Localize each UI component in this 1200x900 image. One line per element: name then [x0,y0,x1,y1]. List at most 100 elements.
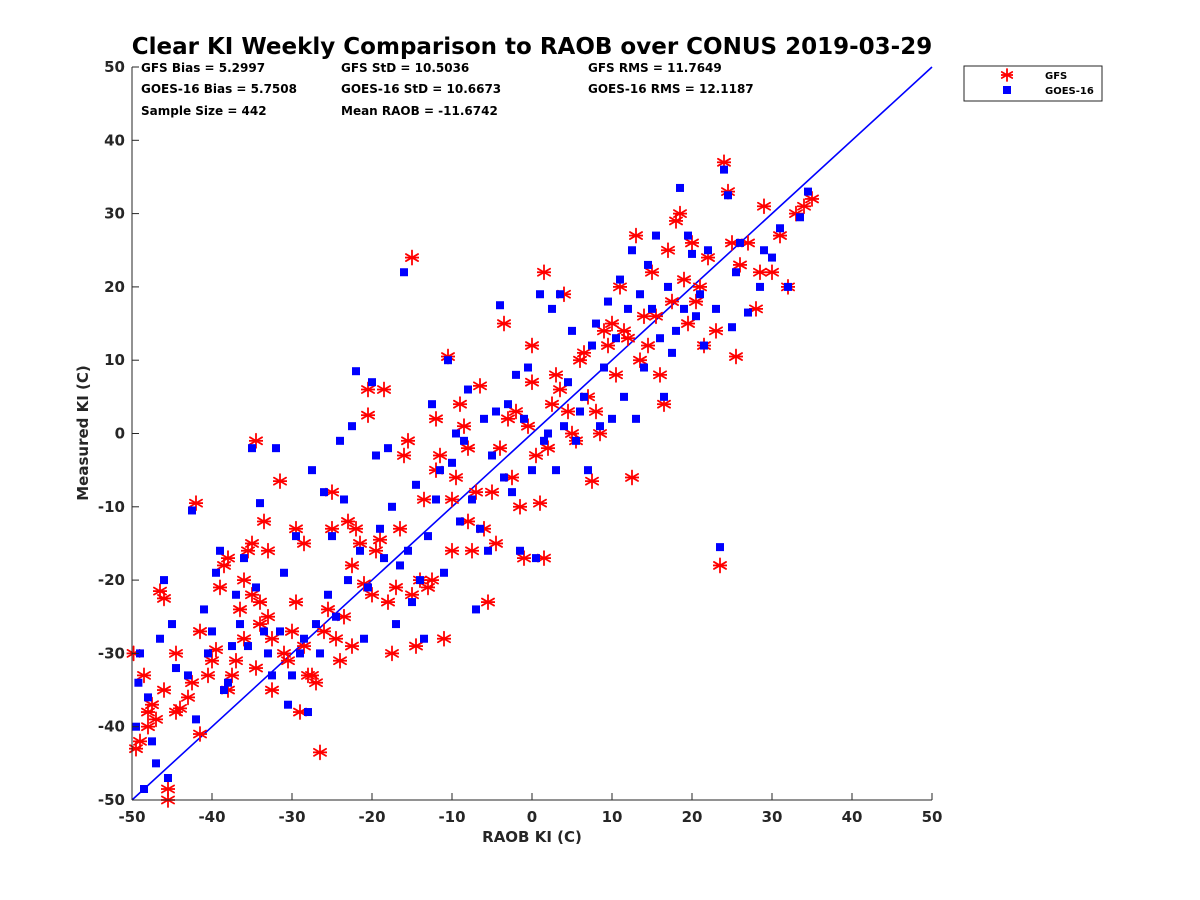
y-tick-label: 40 [104,131,125,149]
goes16-point [644,260,652,269]
goes16-point [412,480,420,489]
goes16-point [272,444,280,453]
goes16-point [448,458,456,467]
goes16-point [496,301,504,310]
gfs-point [157,682,171,698]
series-goes16 [132,165,812,794]
goes16-point [720,165,728,174]
gfs-point [613,278,627,295]
goes16-point [596,422,604,431]
gfs-point [445,542,459,559]
goes16-point [620,392,628,401]
gfs-point [529,447,543,464]
gfs-point [393,520,407,537]
x-tick-label: -50 [118,808,145,826]
goes16-point [156,634,164,643]
gfs-point [361,381,375,398]
goes16-point [668,348,676,357]
legend-gfs-asterisk [1000,68,1014,82]
goes16-point [164,774,172,783]
gfs-point [233,601,247,618]
x-tick-label: 50 [922,808,943,826]
gfs-point [181,689,195,706]
gfs-point [553,381,567,398]
goes16-point [484,546,492,555]
y-tick-label: 10 [104,351,125,369]
goes16-point [680,304,688,313]
goes16-point [464,385,472,394]
gfs-point [385,645,399,662]
gfs-point [501,410,515,427]
goes16-point [664,282,672,291]
goes16-point [456,517,464,526]
gfs-point [709,322,723,339]
gfs-point [149,711,163,728]
y-axis-label: Measured KI (C) [74,365,92,501]
goes16-point [532,554,540,563]
gfs-point [141,718,155,735]
goes16-point [248,444,256,453]
goes16-point [728,323,736,332]
goes16-point [656,334,664,343]
gfs-point [509,403,523,420]
y-tick-label: 20 [104,278,125,296]
goes16-point [300,634,308,643]
y-tick-label: 30 [104,205,125,223]
goes16-point [304,708,312,717]
goes16-point [216,546,224,555]
goes16-point [436,466,444,475]
gfs-point [629,227,643,244]
goes16-point [552,466,560,475]
gfs-point [313,744,327,761]
gfs-point [601,337,615,354]
goes16-point [188,506,196,515]
gfs-point [345,638,359,654]
gfs-point [665,293,679,310]
stats-block: GFS Bias = 5.2997 GFS StD = 10.5036 GFS … [141,61,754,118]
y-tick-label: -40 [98,718,125,736]
gfs-point [281,652,295,669]
goes16-point [516,546,524,555]
gfs-point [493,440,507,457]
y-tick-label: -10 [98,498,125,516]
goes16-point [692,312,700,321]
gfs-point [157,590,171,607]
gfs-point [405,249,419,266]
series-gfs [126,154,819,808]
gfs-point [677,271,691,288]
goes16-point [288,671,296,680]
gfs-point [537,264,551,281]
goes16-point [168,620,176,629]
gfs-point [753,264,767,281]
goes16-point [476,524,484,533]
stat-goes-bias: GOES-16 Bias = 5.7508 [141,82,297,96]
legend-gfs-label: GFS [1045,71,1067,82]
gfs-point [465,542,479,559]
goes16-point [452,429,460,438]
goes16-point [384,444,392,453]
chart-title: Clear KI Weekly Comparison to RAOB over … [132,34,932,60]
gfs-point [137,667,151,684]
gfs-point [733,257,747,273]
gfs-point [265,682,279,698]
goes16-point [336,436,344,445]
gfs-point [549,366,563,383]
x-tick-label: -30 [278,808,305,826]
y-tick-label: 50 [104,58,125,76]
x-tick-label: 20 [682,808,703,826]
goes16-point [732,268,740,277]
goes16-point [696,290,704,299]
gfs-point [757,198,771,215]
goes16-point [228,642,236,651]
goes16-point [184,671,192,680]
gfs-point [213,579,227,596]
goes16-point [760,246,768,255]
goes16-point [148,737,156,746]
goes16-point [492,407,500,416]
goes16-point [444,356,452,365]
gfs-point [297,535,311,552]
goes16-point [600,363,608,372]
goes16-point [704,246,712,255]
goes16-point [612,334,620,343]
goes16-point [572,436,580,445]
